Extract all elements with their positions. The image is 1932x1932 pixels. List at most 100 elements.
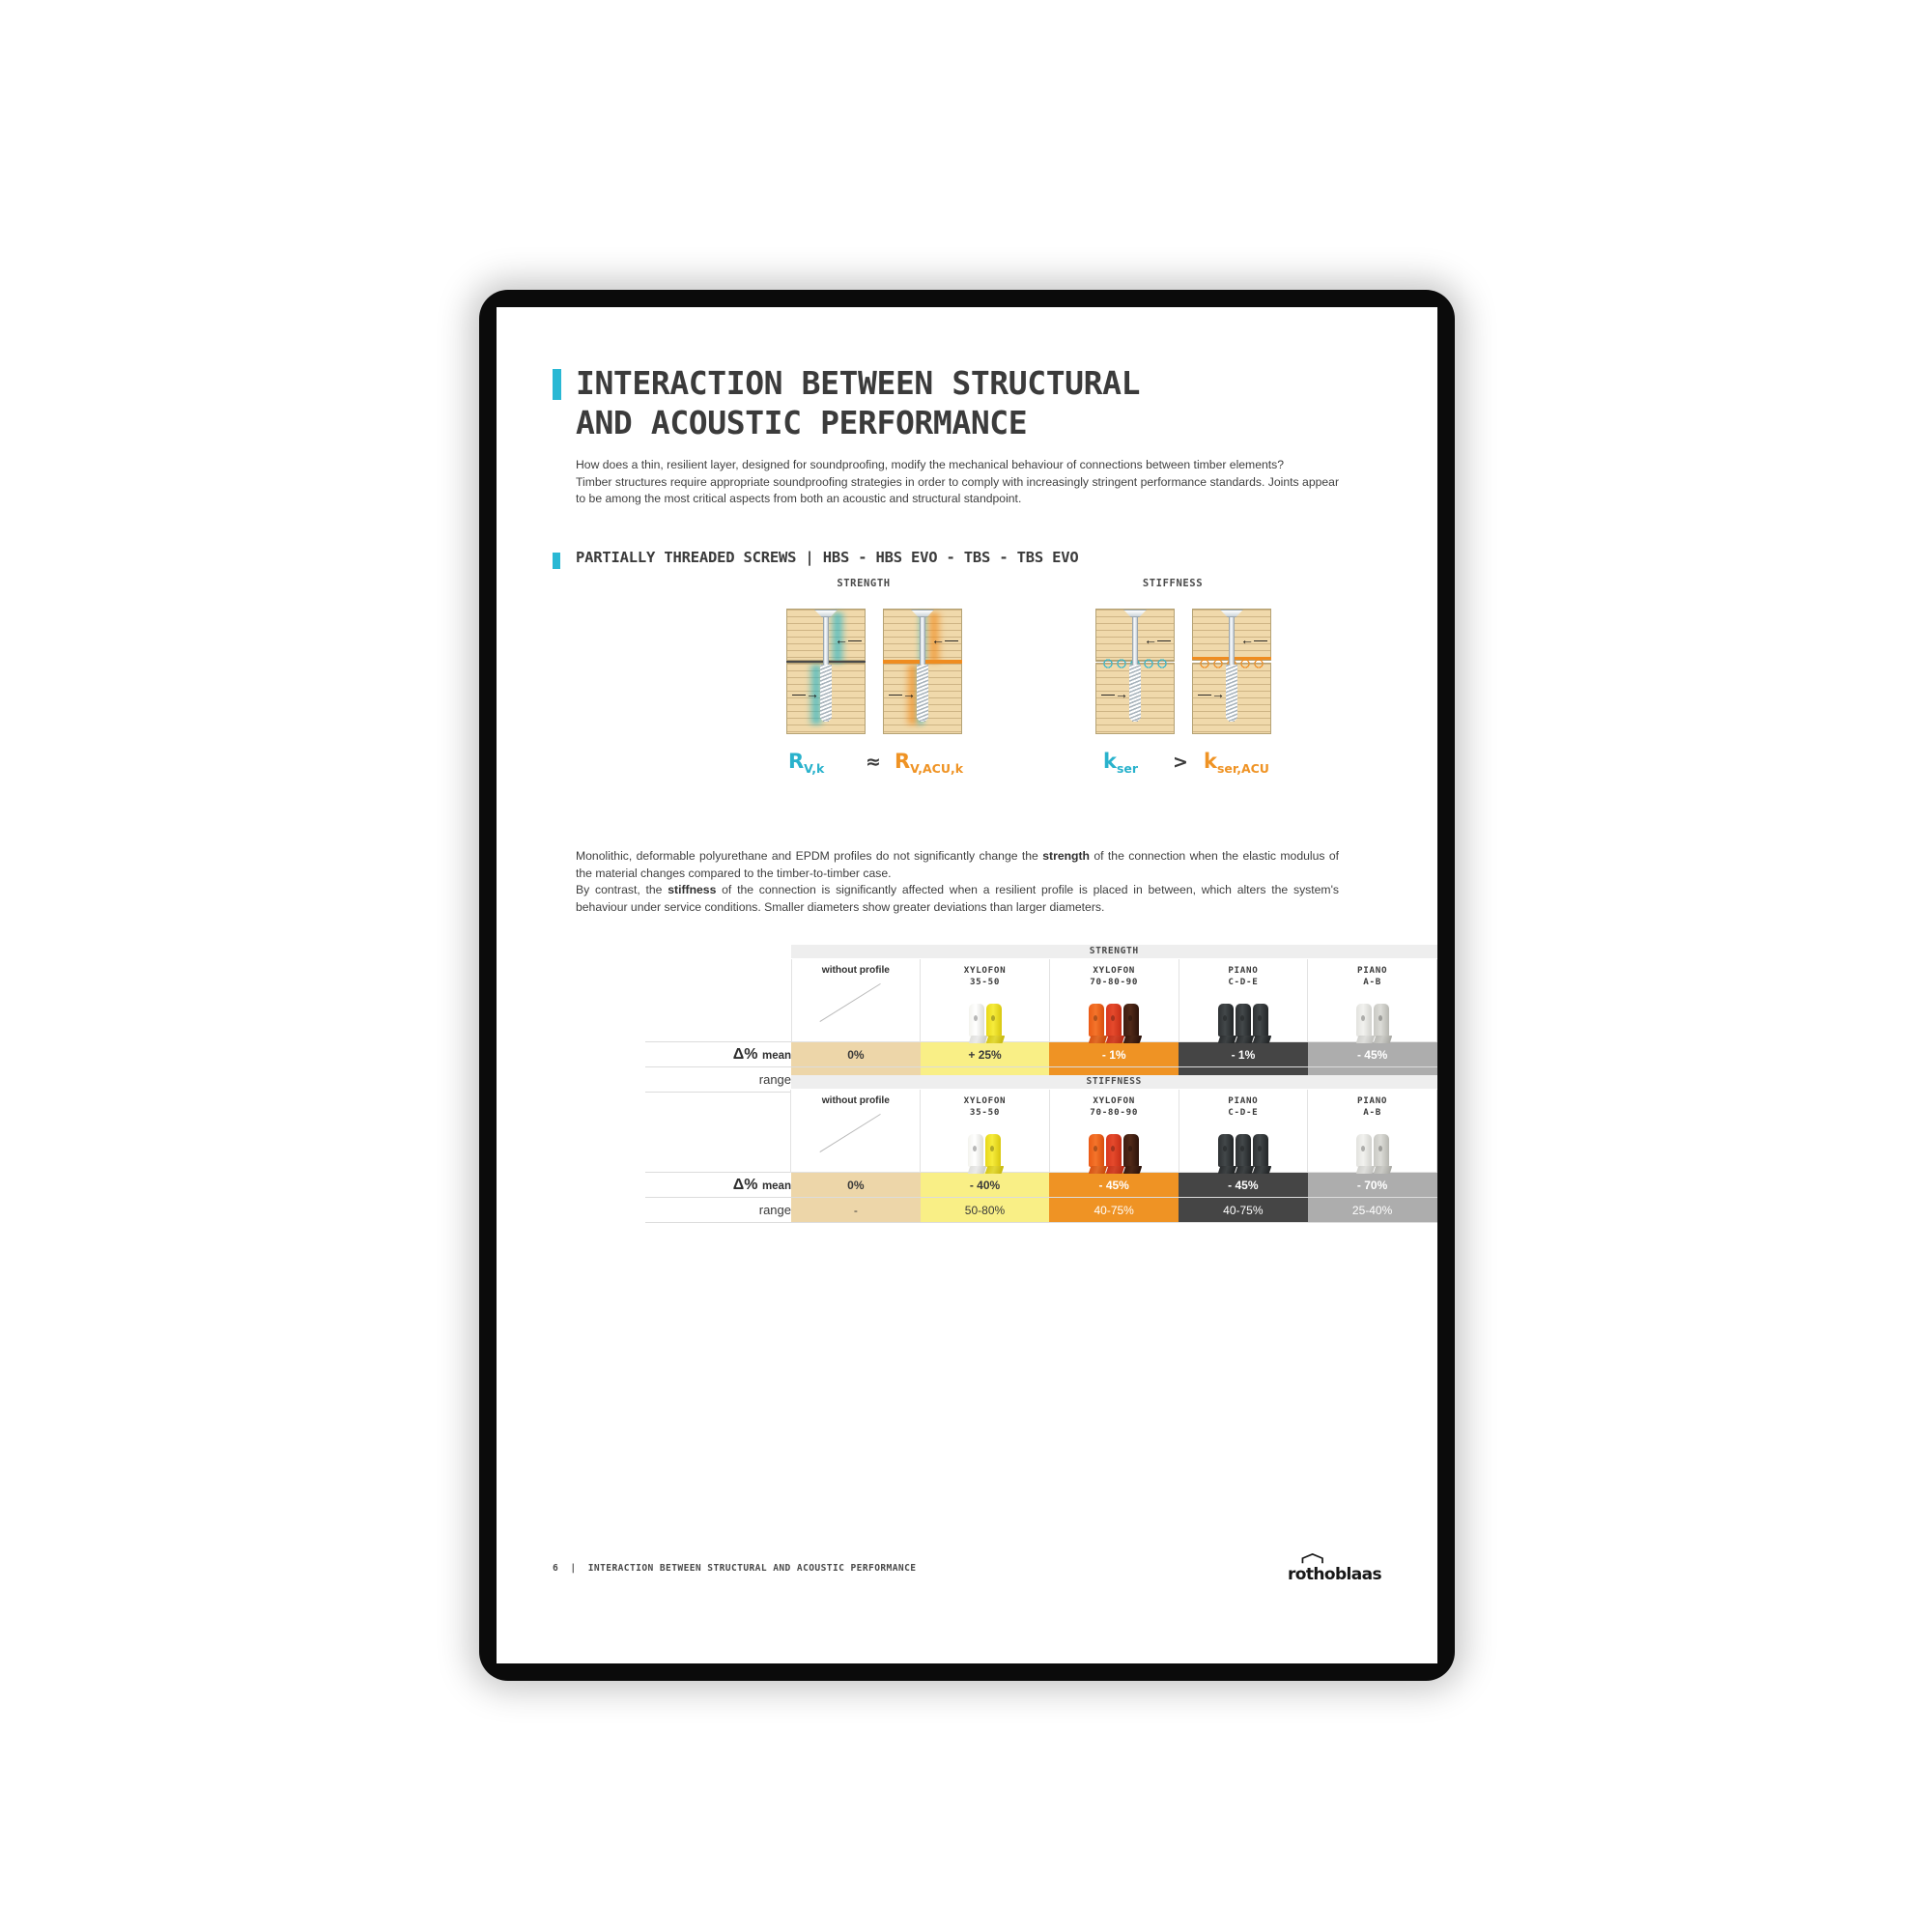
- formula-kser-base: k: [1103, 750, 1117, 773]
- table-spacer: [497, 1042, 645, 1067]
- table-spacer: [497, 1075, 791, 1090]
- formula-kseracu: kser,ACU: [1204, 750, 1269, 776]
- document-page: INTERACTION BETWEEN STRUCTURAL AND ACOUS…: [497, 307, 1437, 1663]
- table-column-header-without-profile-0: without profile: [790, 958, 922, 1042]
- table-strength: STRENGTH without profile XYLOFON 35-50 XYLO…: [497, 945, 1437, 1093]
- column-header-label: XYLOFON 35-50: [963, 965, 1007, 987]
- table-cell: - 70%: [1307, 1172, 1437, 1198]
- table-cell: - 1%: [1179, 1041, 1308, 1067]
- product-roll-icon: [1106, 1134, 1122, 1167]
- formula-kseracu-sub: ser,ACU: [1216, 761, 1269, 777]
- load-arrow-left-icon: ←—: [1240, 632, 1267, 647]
- product-roll-icon: [1373, 1004, 1389, 1037]
- table-row: Δ% mean 0% + 25% - 1% - 1% - 45%: [497, 1041, 1437, 1067]
- intro-paragraph: How does a thin, resilient layer, design…: [576, 458, 1339, 506]
- data-table-stiffness: STIFFNESS without profile XYLOFON 35-50 XYL…: [497, 1075, 1437, 1223]
- formula-stiffness-operator: >: [1173, 752, 1188, 773]
- table-spacer: [497, 1173, 645, 1198]
- footer-title: INTERACTION BETWEEN STRUCTURAL AND ACOUS…: [587, 1563, 917, 1574]
- product-roll-icon: [1217, 1004, 1234, 1037]
- table-spacer: [497, 1198, 645, 1223]
- footer-separator: |: [570, 1563, 577, 1574]
- product-roll-icon: [1089, 1134, 1105, 1167]
- footer-text-block: 6 | INTERACTION BETWEEN STRUCTURAL AND A…: [553, 1563, 916, 1574]
- formula-rvk-base: R: [788, 750, 805, 773]
- table-cell: + 25%: [920, 1041, 1050, 1067]
- table-cell: 25-40%: [1307, 1197, 1437, 1223]
- formula-rvacuk: RV,ACU,k: [895, 750, 963, 776]
- table-spacer: [497, 959, 791, 1042]
- rothoblaas-wordmark: rothoblaas: [1287, 1565, 1382, 1584]
- table-title: STIFFNESS: [790, 1075, 1437, 1090]
- table-column-header-xylofon-1: XYLOFON 35-50: [920, 1089, 1050, 1173]
- product-roll-icon: [1217, 1134, 1234, 1167]
- formula-rvacuk-base: R: [895, 750, 911, 773]
- rothoblaas-logo: rothoblaas: [1287, 1553, 1382, 1584]
- product-roll-icon: [1355, 1004, 1372, 1037]
- figure-stiffness-profile: ←— —→: [1192, 609, 1271, 734]
- column-header-label: XYLOFON 70-80-90: [1090, 1095, 1139, 1118]
- screw-thread: [820, 665, 832, 721]
- figure-strength-profile: ←— —→: [883, 609, 962, 734]
- table-cell: - 45%: [1179, 1172, 1308, 1198]
- diagram-strength-label: STRENGTH: [837, 578, 891, 589]
- load-arrow-right-icon: —→: [792, 686, 819, 701]
- roof-mark-icon: [1301, 1553, 1323, 1564]
- table-column-header-piano-3: PIANO C-D-E: [1178, 958, 1309, 1042]
- row-label: Δ% mean: [645, 1041, 792, 1067]
- formula-rvacuk-sub: V,ACU,k: [910, 761, 964, 777]
- formula-kseracu-base: k: [1204, 750, 1217, 773]
- table-column-header-without-profile-0: without profile: [790, 1089, 922, 1173]
- table-cell: - 45%: [1307, 1041, 1437, 1067]
- row-label-qualifier: mean: [761, 1049, 792, 1062]
- table-cell: - 45%: [1049, 1172, 1179, 1198]
- diagram-area: STRENGTH STIFFNESS ←— —→: [497, 578, 1437, 829]
- column-header-label: PIANO C-D-E: [1228, 965, 1259, 987]
- load-arrow-right-icon: —→: [889, 686, 916, 701]
- column-header-label: XYLOFON 35-50: [963, 1095, 1007, 1118]
- table-row: range -50-80% 40-75% 40-75% 25-40%: [497, 1197, 1437, 1223]
- screw-thread: [1129, 665, 1141, 721]
- page-title: INTERACTION BETWEEN STRUCTURAL AND ACOUS…: [576, 363, 1383, 442]
- page-title-line1: INTERACTION BETWEEN STRUCTURAL: [576, 364, 1141, 402]
- table-column-header-piano-4: PIANO A-B: [1307, 958, 1437, 1042]
- table-spacer: [497, 945, 791, 959]
- table-column-header-xylofon-1: XYLOFON 35-50: [920, 958, 1050, 1042]
- load-arrow-right-icon: —→: [1198, 686, 1225, 701]
- table-cell: 40-75%: [1049, 1197, 1179, 1223]
- section-heading-label: PARTIALLY THREADED SCREWS | HBS - HBS EV…: [576, 549, 1079, 566]
- table-spacer: [497, 1090, 791, 1173]
- product-roll-icon: [1355, 1134, 1372, 1167]
- screw-thread: [917, 665, 928, 721]
- load-arrow-left-icon: ←—: [1144, 632, 1171, 647]
- figure-strength-timber: ←— —→: [786, 609, 866, 734]
- formula-kser-sub: ser: [1116, 761, 1139, 777]
- title-accent-bar: [553, 369, 561, 400]
- product-roll-images: [1308, 988, 1436, 1038]
- tablet-screen: INTERACTION BETWEEN STRUCTURAL AND ACOUS…: [497, 307, 1437, 1663]
- mid-paragraph: Monolithic, deformable polyurethane and …: [576, 849, 1340, 914]
- table-row: Δ% mean 0% - 40% - 45% - 45% - 70%: [497, 1172, 1437, 1198]
- table-cell: 0%: [790, 1172, 921, 1198]
- row-label: range: [645, 1066, 792, 1093]
- formula-strength-operator: ≈: [866, 752, 881, 773]
- screw-thread: [1226, 665, 1237, 721]
- product-roll-icon: [985, 1004, 1002, 1037]
- product-roll-icon: [1106, 1004, 1122, 1037]
- product-roll-icon: [1235, 1004, 1251, 1037]
- data-table-strength: STRENGTH without profile XYLOFON 35-50 XYLO…: [497, 945, 1437, 1093]
- row-label-qualifier: mean: [761, 1179, 791, 1192]
- row-label: Δ% mean: [645, 1172, 791, 1198]
- footer-page-number: 6: [553, 1563, 559, 1574]
- product-roll-icon: [968, 1134, 984, 1167]
- product-roll-images: [921, 1119, 1049, 1169]
- no-profile-slash-icon: [792, 977, 921, 1027]
- product-roll-images: [921, 988, 1049, 1038]
- section-accent-bar: [553, 553, 560, 569]
- formula-kser: kser: [1103, 750, 1138, 776]
- column-header-label: PIANO A-B: [1357, 1095, 1388, 1118]
- load-arrow-left-icon: ←—: [931, 632, 958, 647]
- column-header-label: PIANO A-B: [1357, 965, 1388, 987]
- product-roll-icon: [1373, 1134, 1389, 1167]
- product-roll-icon: [1123, 1004, 1140, 1037]
